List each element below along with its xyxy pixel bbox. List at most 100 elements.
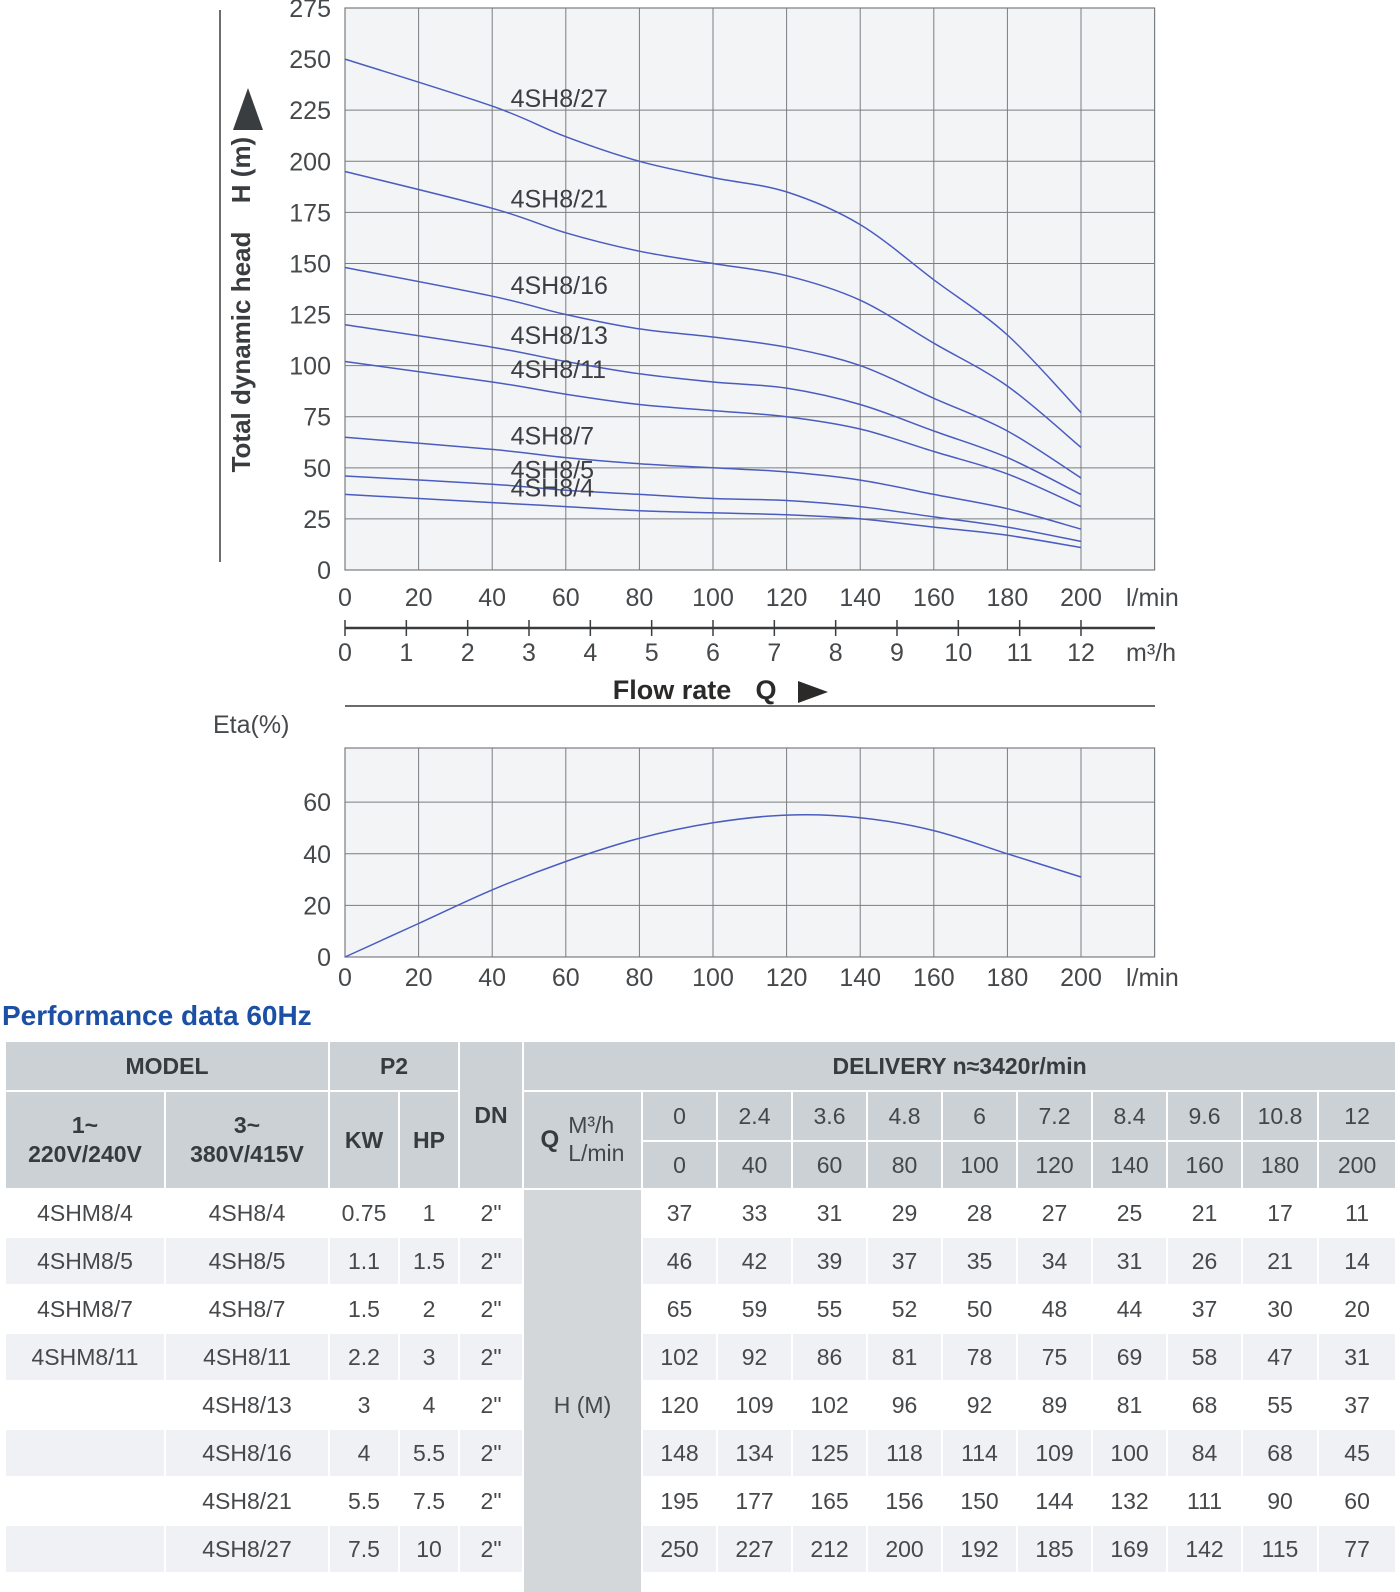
head-value-cell: 65: [641, 1284, 719, 1334]
eta-flow-tick-label: 40: [478, 964, 506, 992]
pump-curve-4SH8-13: [344, 324, 1082, 496]
head-value-cell: 28: [941, 1188, 1019, 1238]
model-1ph-cell: 4SHM8/11: [4, 1332, 166, 1382]
head-axis-tick-label: 225: [289, 97, 331, 125]
table-row: 4SHM8/5 4SH8/5 1.1 1.5 2" 46 42 39 37 35 34 31 26 21 1…: [4, 1236, 1398, 1286]
head-value-cell: 92: [716, 1332, 794, 1382]
head-value-cell: 35: [941, 1236, 1019, 1286]
head-value-cell: 31: [791, 1188, 869, 1238]
flow-unit-m3h: m³/h: [1126, 639, 1176, 667]
flow-m3h-cell: 12: [1317, 1090, 1398, 1142]
flow-tick-label-lmin: 120: [766, 584, 808, 612]
empty-cell: [1241, 1572, 1320, 1592]
head-axis-tick-label: 200: [289, 148, 331, 176]
empty-cell: [716, 1572, 794, 1592]
flow-rate-label: Flow rate: [613, 675, 732, 705]
head-axis-tick-label: 75: [303, 404, 331, 432]
kw-header: KW: [328, 1090, 400, 1190]
head-value-cell: 77: [1317, 1524, 1398, 1574]
eta-flow-unit-lmin: l/min: [1126, 964, 1179, 992]
head-value-cell: 31: [1317, 1332, 1398, 1382]
curve-label: 4SH8/5: [511, 457, 594, 485]
up-arrow-icon: [233, 88, 263, 130]
head-value-cell: 195: [641, 1476, 719, 1526]
eta-axis-title: Eta(%): [213, 711, 289, 739]
model-3ph-cell: 4SH8/4: [164, 1188, 330, 1238]
flow-lmin-cell: 60: [791, 1140, 869, 1190]
flow-m3h-cell: 9.6: [1166, 1090, 1244, 1142]
model-3ph-cell: 4SH8/13: [164, 1380, 330, 1430]
flow-lmin-cell: 0: [641, 1140, 719, 1190]
empty-cell: [791, 1572, 869, 1592]
model-3ph-cell: 4SH8/11: [164, 1332, 330, 1382]
curve-label: 4SH8/16: [511, 272, 608, 300]
pump-curve-4SH8-21: [344, 170, 1082, 448]
table-row: 4SH8/13 3 4 2" 120 109 102 96 92 89 81 68 55 37: [4, 1380, 1398, 1430]
head-value-cell: 20: [1317, 1284, 1398, 1334]
flow-lmin-cell: 40: [716, 1140, 794, 1190]
flow-lmin-cell: 180: [1241, 1140, 1320, 1190]
eta-axis-tick-label: 0: [317, 944, 331, 972]
flow-m3h-cell: 10.8: [1241, 1090, 1320, 1142]
head-value-cell: 192: [941, 1524, 1019, 1574]
hp-cell: 1.5: [397, 1236, 461, 1286]
model-1ph-cell: 4SHM8/7: [4, 1284, 166, 1334]
eta-flow-tick-label: 60: [552, 964, 580, 992]
flow-tick-label-m3h: 4: [583, 639, 597, 667]
head-axis-tick-label: 150: [289, 250, 331, 278]
head-value-cell: 144: [1016, 1476, 1094, 1526]
head-value-cell: 78: [941, 1332, 1019, 1382]
head-value-cell: 102: [791, 1380, 869, 1430]
model-3ph-cell: 4SH8/16: [164, 1428, 330, 1478]
flow-lmin-cell: 100: [941, 1140, 1019, 1190]
kw-cell: 4: [328, 1428, 400, 1478]
head-value-cell: 45: [1317, 1428, 1398, 1478]
empty-cell: [1016, 1572, 1094, 1592]
flow-lmin-cell: 80: [866, 1140, 944, 1190]
dn-cell: 2": [458, 1284, 525, 1334]
pump-curve-4SH8-27: [344, 58, 1082, 414]
flow-tick-label-lmin: 140: [839, 584, 881, 612]
head-value-cell: 14: [1317, 1236, 1398, 1286]
phase1-voltage: 220V/240V: [28, 1141, 142, 1167]
empty-cell: [941, 1572, 1019, 1592]
head-value-cell: 21: [1166, 1188, 1244, 1238]
flow-m3h-cell: 2.4: [716, 1090, 794, 1142]
empty-cell: [458, 1572, 525, 1592]
flow-tick-label-m3h: 3: [522, 639, 536, 667]
phase1-symbol: 1~: [71, 1112, 99, 1139]
head-value-cell: 102: [641, 1332, 719, 1382]
flow-tick-label-m3h: 10: [944, 639, 972, 667]
dn-cell: 2": [458, 1236, 525, 1286]
head-value-cell: 169: [1091, 1524, 1169, 1574]
head-value-cell: 114: [941, 1428, 1019, 1478]
head-value-cell: 118: [866, 1428, 944, 1478]
table-row: 4SH8/27 7.5 10 2" 250 227 212 200 192 185 169 142 11…: [4, 1524, 1398, 1574]
eta-flow-tick-label: 100: [692, 964, 734, 992]
flow-tick-label-m3h: 0: [338, 639, 352, 667]
hp-cell: 5.5: [397, 1428, 461, 1478]
eta-axis-tick-label: 40: [303, 841, 331, 869]
head-value-cell: 86: [791, 1332, 869, 1382]
head-axis-tick-label: 25: [303, 506, 331, 534]
three-phase-header: 3~ 380V/415V: [164, 1090, 330, 1190]
head-value-cell: 47: [1241, 1332, 1320, 1382]
model-1ph-cell: [4, 1524, 166, 1574]
empty-cell: [4, 1572, 166, 1592]
flow-tick-label-lmin: 60: [552, 584, 580, 612]
hp-cell: 1: [397, 1188, 461, 1238]
flow-m3h-cell: 7.2: [1016, 1090, 1094, 1142]
head-value-cell: 37: [1317, 1380, 1398, 1430]
kw-cell: 5.5: [328, 1476, 400, 1526]
dn-cell: 2": [458, 1428, 525, 1478]
dn-cell: 2": [458, 1524, 525, 1574]
head-value-cell: 60: [1317, 1476, 1398, 1526]
kw-cell: 2.2: [328, 1332, 400, 1382]
flow-tick-label-lmin: 200: [1060, 584, 1102, 612]
flow-lmin-cell: 200: [1317, 1140, 1398, 1190]
table-row: 4SH8/16 4 5.5 2" 148 134 125 118 114 109 100 84 68 45: [4, 1428, 1398, 1478]
head-value-cell: 177: [716, 1476, 794, 1526]
head-value-cell: 59: [716, 1284, 794, 1334]
head-value-cell: 120: [641, 1380, 719, 1430]
